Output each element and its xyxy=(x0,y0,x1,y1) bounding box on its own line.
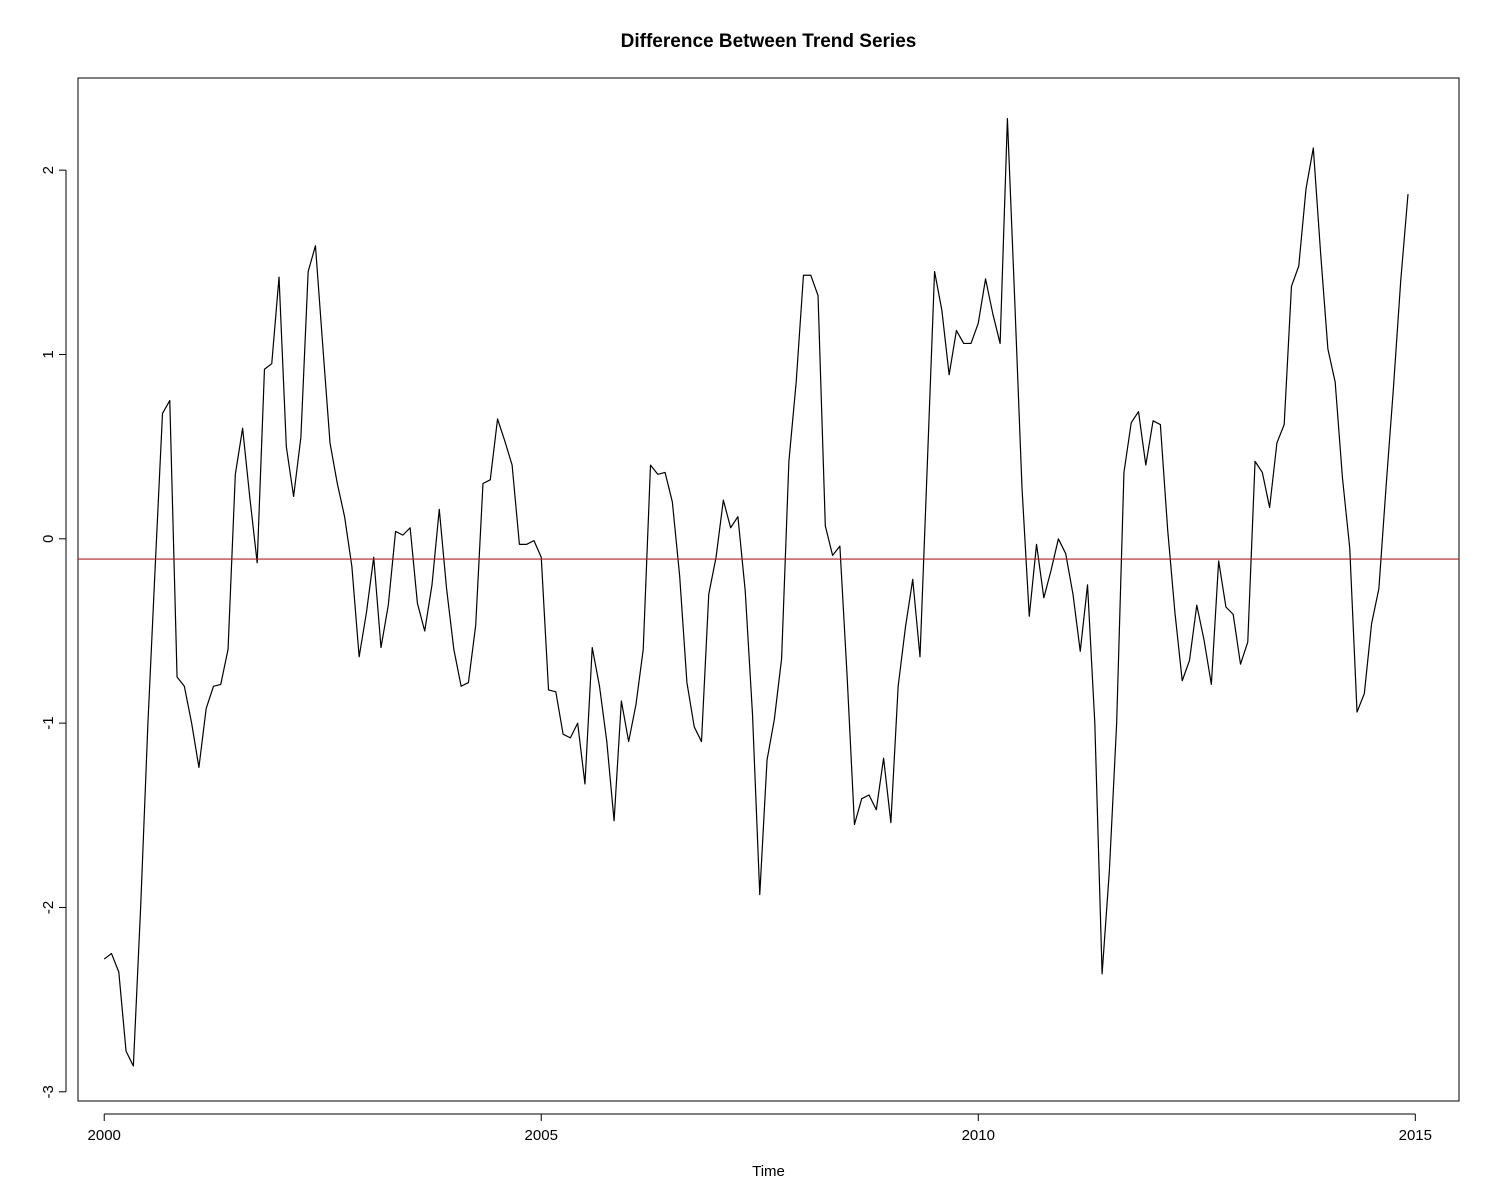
x-tick-label: 2000 xyxy=(88,1127,121,1144)
y-tick-label: 0 xyxy=(40,535,57,543)
x-axis-label: Time xyxy=(752,1163,785,1180)
x-tick-label: 2005 xyxy=(525,1127,558,1144)
x-tick-label: 2015 xyxy=(1399,1127,1432,1144)
y-tick-label: -1 xyxy=(40,716,57,729)
y-tick-label: 1 xyxy=(40,350,57,358)
y-tick-label: -3 xyxy=(40,1085,57,1098)
y-tick-label: 2 xyxy=(40,166,57,174)
y-axis: -3 -2 -1 0 1 2 xyxy=(40,166,67,1098)
difference-series-line xyxy=(103,117,1409,1067)
plot-frame xyxy=(77,77,1460,1102)
y-tick-label: -2 xyxy=(40,901,57,914)
x-tick-label: 2010 xyxy=(962,1127,995,1144)
series-layer xyxy=(78,117,1459,1067)
chart-title: Difference Between Trend Series xyxy=(621,31,917,52)
x-axis: 2000 2005 2010 2015 xyxy=(88,1113,1432,1144)
